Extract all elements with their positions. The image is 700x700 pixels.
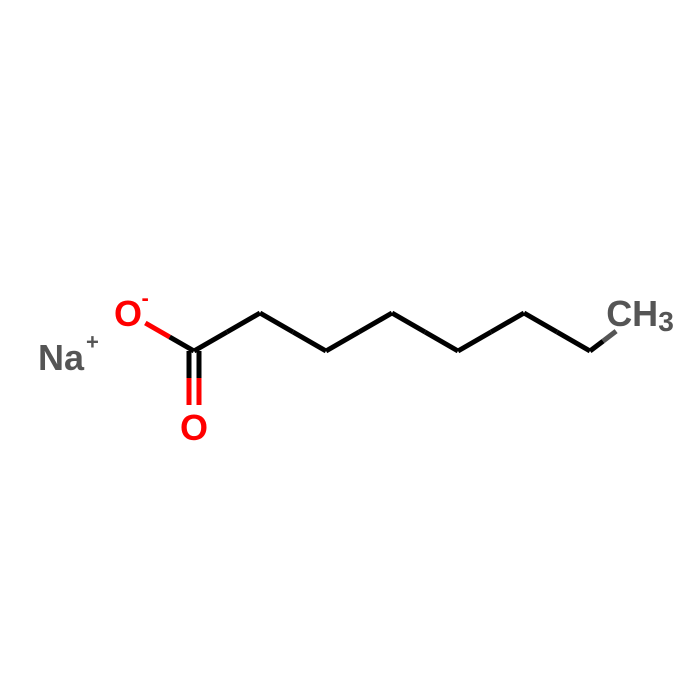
atom-charge-na: + xyxy=(86,329,99,354)
chemical-structure-diagram: Na+O-OCH3 xyxy=(0,0,700,700)
atom-label-ch3: CH3 xyxy=(606,293,674,337)
atom-label-o1: O xyxy=(114,293,142,334)
atom-label-na: Na xyxy=(38,337,85,378)
atom-label-o2: O xyxy=(180,407,208,448)
atom-charge-o1: - xyxy=(142,285,149,310)
